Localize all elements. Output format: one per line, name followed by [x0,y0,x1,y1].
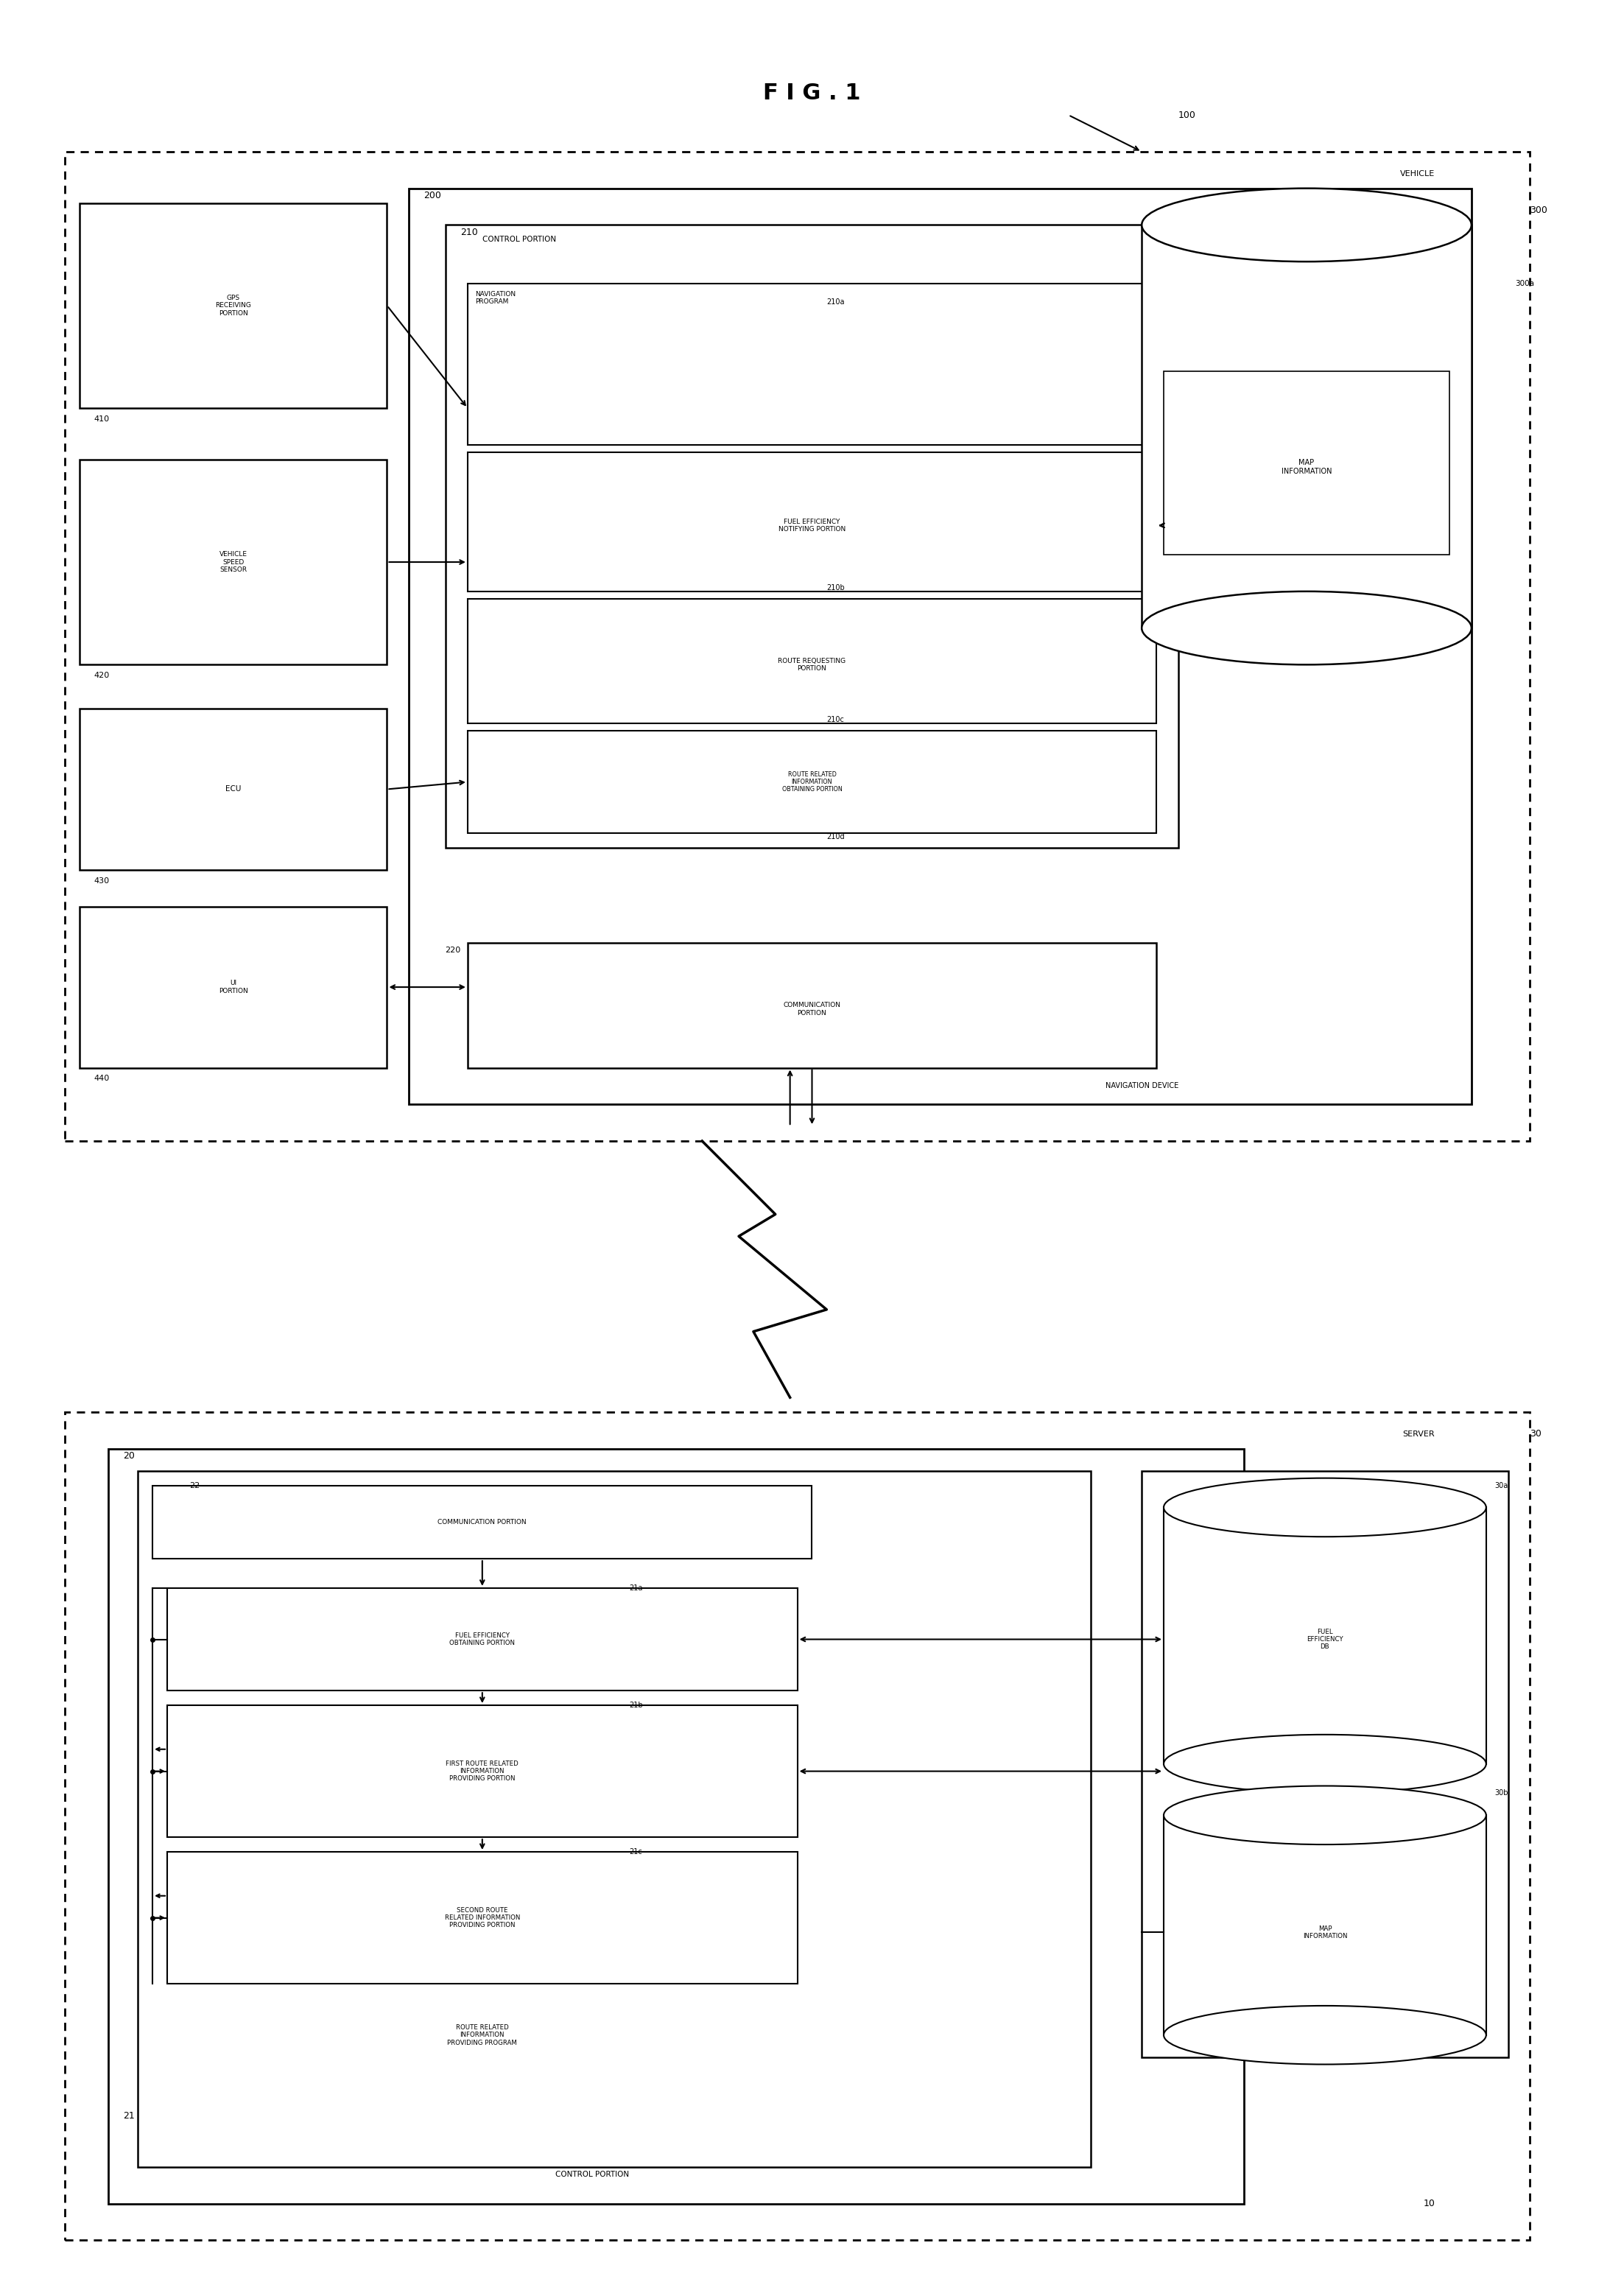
FancyBboxPatch shape [1164,1508,1486,1764]
Text: 410: 410 [94,415,109,422]
Text: 21: 21 [123,2111,135,2120]
Text: 21b: 21b [628,1702,643,1709]
Text: 100: 100 [1179,110,1195,121]
FancyBboxPatch shape [1142,226,1471,628]
Text: NAVIGATION
PROGRAM: NAVIGATION PROGRAM [474,290,515,306]
FancyBboxPatch shape [468,283,1156,445]
FancyBboxPatch shape [80,710,387,869]
Text: FUEL
EFFICIENCY
DB: FUEL EFFICIENCY DB [1307,1629,1343,1650]
Text: 300: 300 [1530,205,1548,215]
Text: 210b: 210b [827,584,844,591]
Text: 440: 440 [94,1075,109,1082]
FancyBboxPatch shape [1164,1814,1486,2036]
FancyBboxPatch shape [80,203,387,408]
FancyBboxPatch shape [1164,372,1450,555]
FancyBboxPatch shape [1142,1472,1509,2056]
Text: COMMUNICATION
PORTION: COMMUNICATION PORTION [783,1002,841,1015]
Text: MAP
INFORMATION: MAP INFORMATION [1281,459,1332,475]
Text: COMMUNICATION PORTION: COMMUNICATION PORTION [438,1520,526,1524]
FancyBboxPatch shape [167,1588,797,1691]
FancyBboxPatch shape [468,598,1156,723]
Ellipse shape [1142,189,1471,262]
Ellipse shape [1164,1787,1486,1844]
Text: ROUTE RELATED
INFORMATION
OBTAINING PORTION: ROUTE RELATED INFORMATION OBTAINING PORT… [781,771,843,792]
FancyBboxPatch shape [167,1705,797,1837]
Text: SERVER: SERVER [1403,1431,1436,1438]
Text: UI
PORTION: UI PORTION [219,979,248,995]
Text: F I G . 1: F I G . 1 [763,82,861,103]
Text: NAVIGATION DEVICE: NAVIGATION DEVICE [1106,1082,1179,1091]
Text: FUEL EFFICIENCY
NOTIFYING PORTION: FUEL EFFICIENCY NOTIFYING PORTION [778,518,846,532]
Text: 420: 420 [94,671,109,680]
Text: 22: 22 [188,1481,200,1490]
Text: 210d: 210d [827,833,844,840]
Text: 210: 210 [460,228,477,237]
Ellipse shape [1164,1734,1486,1794]
Text: 200: 200 [424,192,442,201]
Text: FUEL EFFICIENCY
OBTAINING PORTION: FUEL EFFICIENCY OBTAINING PORTION [450,1632,515,1648]
FancyBboxPatch shape [468,730,1156,833]
Text: FIRST ROUTE RELATED
INFORMATION
PROVIDING PORTION: FIRST ROUTE RELATED INFORMATION PROVIDIN… [447,1759,518,1782]
FancyBboxPatch shape [80,459,387,664]
Ellipse shape [1142,591,1471,664]
FancyBboxPatch shape [409,189,1471,1104]
Text: 210c: 210c [827,717,844,723]
Text: 10: 10 [1423,2200,1436,2209]
FancyBboxPatch shape [80,906,387,1068]
Text: 210a: 210a [827,299,844,306]
FancyBboxPatch shape [445,226,1179,849]
FancyBboxPatch shape [65,1413,1530,2241]
FancyBboxPatch shape [468,452,1156,591]
Text: ROUTE REQUESTING
PORTION: ROUTE REQUESTING PORTION [778,657,846,671]
Text: VEHICLE
SPEED
SENSOR: VEHICLE SPEED SENSOR [219,550,247,573]
Ellipse shape [1164,2006,1486,2065]
Text: ROUTE RELATED
INFORMATION
PROVIDING PROGRAM: ROUTE RELATED INFORMATION PROVIDING PROG… [447,2024,516,2047]
Text: GPS
RECEIVING
PORTION: GPS RECEIVING PORTION [214,294,252,317]
FancyBboxPatch shape [65,151,1530,1141]
FancyBboxPatch shape [138,1472,1090,2168]
FancyBboxPatch shape [167,1853,797,1983]
Text: 30: 30 [1530,1429,1541,1440]
Text: VEHICLE: VEHICLE [1400,169,1436,178]
Text: 20: 20 [123,1451,135,1460]
Text: 30b: 30b [1494,1789,1509,1796]
Text: CONTROL PORTION: CONTROL PORTION [482,235,555,244]
Text: ECU: ECU [226,785,240,792]
Text: 30a: 30a [1494,1481,1509,1490]
Text: 430: 430 [94,876,109,885]
Text: MAP
INFORMATION: MAP INFORMATION [1302,1926,1348,1940]
Text: 220: 220 [445,947,460,954]
Text: 21c: 21c [628,1848,641,1855]
FancyBboxPatch shape [109,1449,1244,2204]
FancyBboxPatch shape [153,1486,812,1559]
Text: 300a: 300a [1515,281,1535,288]
Ellipse shape [1164,1479,1486,1536]
Text: CONTROL PORTION: CONTROL PORTION [555,2170,628,2177]
Text: 21a: 21a [628,1584,643,1593]
Text: SECOND ROUTE
RELATED INFORMATION
PROVIDING PORTION: SECOND ROUTE RELATED INFORMATION PROVIDI… [445,1908,520,1928]
FancyBboxPatch shape [468,942,1156,1068]
